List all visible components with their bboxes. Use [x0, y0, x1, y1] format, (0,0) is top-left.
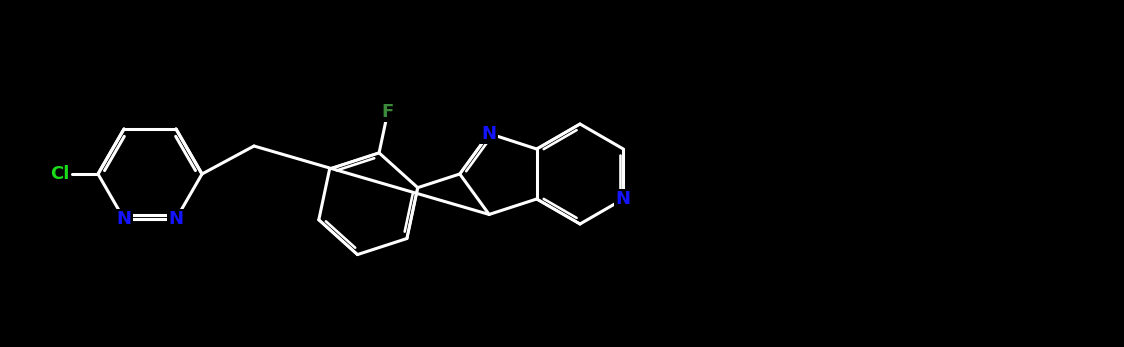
Text: N: N: [482, 125, 497, 143]
Text: N: N: [616, 190, 631, 208]
Text: Cl: Cl: [51, 165, 70, 183]
Text: N: N: [169, 210, 183, 228]
Text: N: N: [117, 210, 132, 228]
Text: F: F: [382, 103, 393, 121]
